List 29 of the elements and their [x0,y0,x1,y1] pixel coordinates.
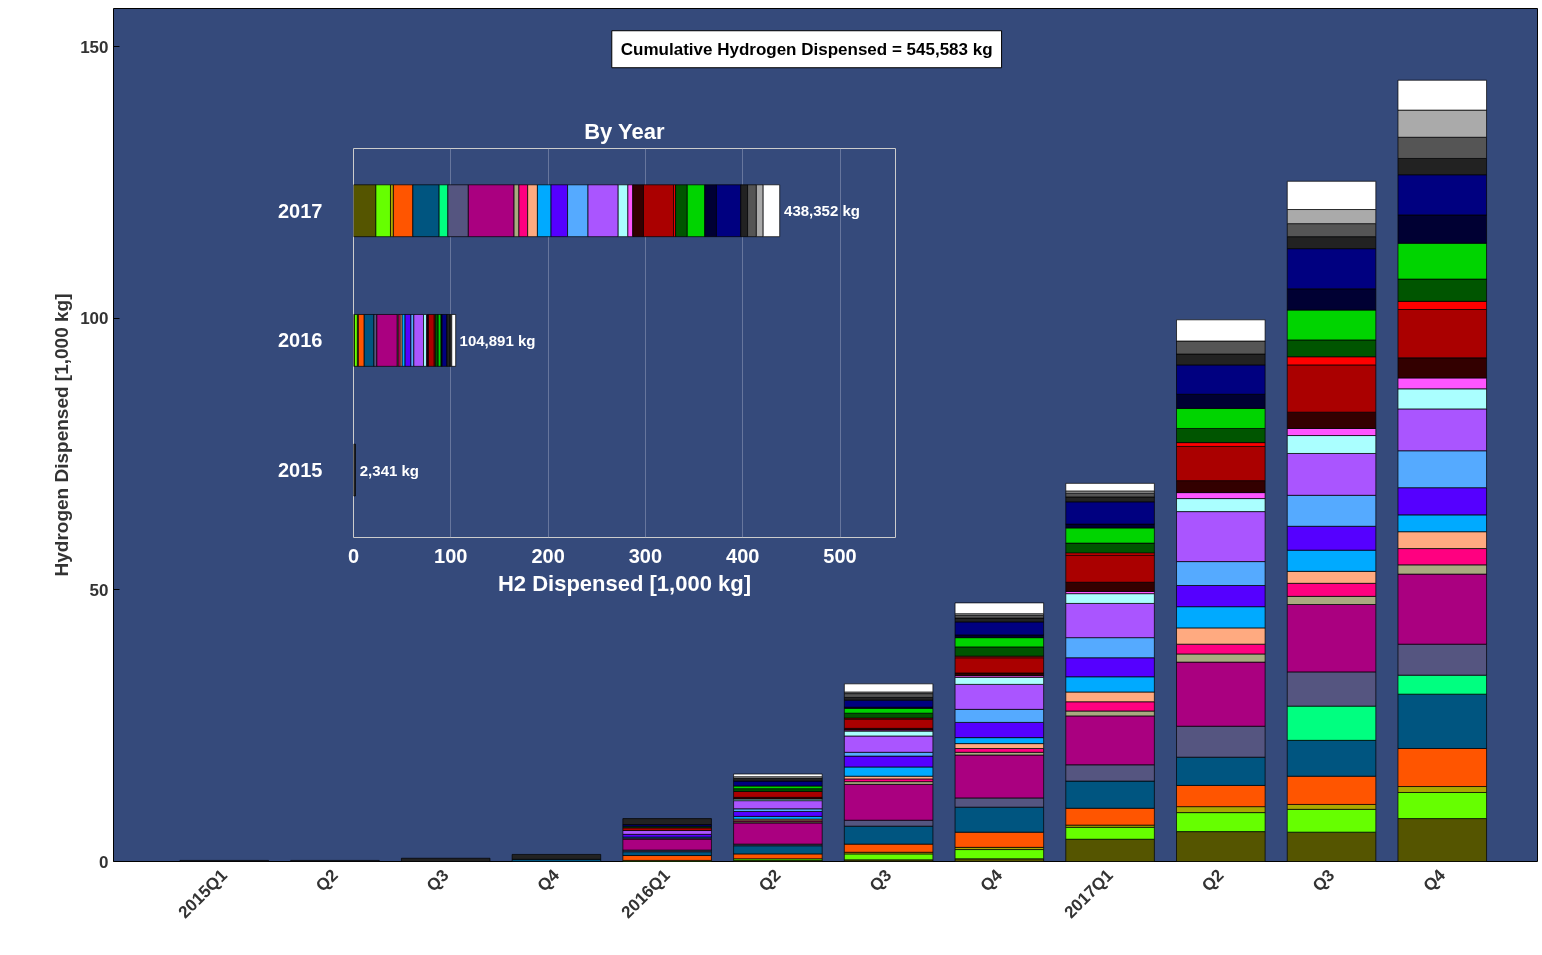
x-tick-label: 0 [347,544,360,567]
y-tick-label: 100 [80,309,109,329]
y-tick-label: 2016 [278,329,323,352]
y-axis-title: Hydrogen Dispensed [1,000 kg] [51,293,73,577]
x-tick-label: Q2 [755,865,785,896]
y-tick-label: 0 [99,852,109,872]
y-tick-label: 150 [80,37,109,57]
x-tick-label: Q3 [422,865,453,896]
annotation: 104,891 kg [459,331,536,349]
x-axis-title: H2 Dispensed [1,000 kg] [497,570,752,596]
x-tick-label: Q3 [1308,865,1339,896]
x-tick-label: 300 [628,544,663,567]
x-tick-label: 200 [531,544,565,567]
annotation: Cumulative Hydrogen Dispensed = 545,583 kg [620,39,993,59]
x-tick-label: Q4 [1419,865,1450,896]
y-tick-label: 2017 [278,199,323,222]
x-tick-label: 400 [726,544,760,567]
x-tick-label: 100 [434,544,468,567]
y-tick-label: 50 [89,580,109,600]
x-tick-label: 500 [823,544,857,567]
x-tick-label: Q2 [1198,865,1228,896]
x-tick-label: Q3 [865,865,896,896]
x-tick-label: Q2 [312,865,342,896]
x-tick-label: Q4 [976,865,1007,896]
annotation: 438,352 kg [784,202,860,220]
x-tick-label: Q4 [533,865,564,896]
chart-title: By Year [584,118,665,144]
y-tick-label: 2015 [278,459,323,482]
annotation: 2,341 kg [359,461,419,479]
